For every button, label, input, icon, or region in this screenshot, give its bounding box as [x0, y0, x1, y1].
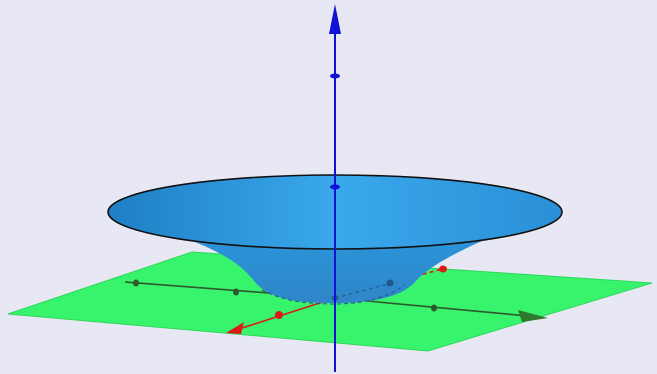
z-axis-tick — [330, 73, 340, 79]
hidden-tick — [386, 279, 394, 287]
y-axis-tick — [133, 279, 139, 287]
y-axis-tick — [431, 304, 437, 312]
x-axis-tick — [439, 265, 447, 273]
z-axis[interactable] — [329, 4, 341, 372]
y-axis-arrow — [518, 310, 548, 322]
hidden-x-axis-segment — [334, 282, 393, 299]
z-axis-arrow — [329, 4, 341, 34]
y-axis-tick — [233, 288, 239, 296]
z-axis-tick — [330, 184, 340, 190]
funnel-bottom-outline — [261, 284, 406, 305]
x-axis-tick — [275, 311, 283, 319]
x-axis-arrow — [226, 322, 244, 334]
